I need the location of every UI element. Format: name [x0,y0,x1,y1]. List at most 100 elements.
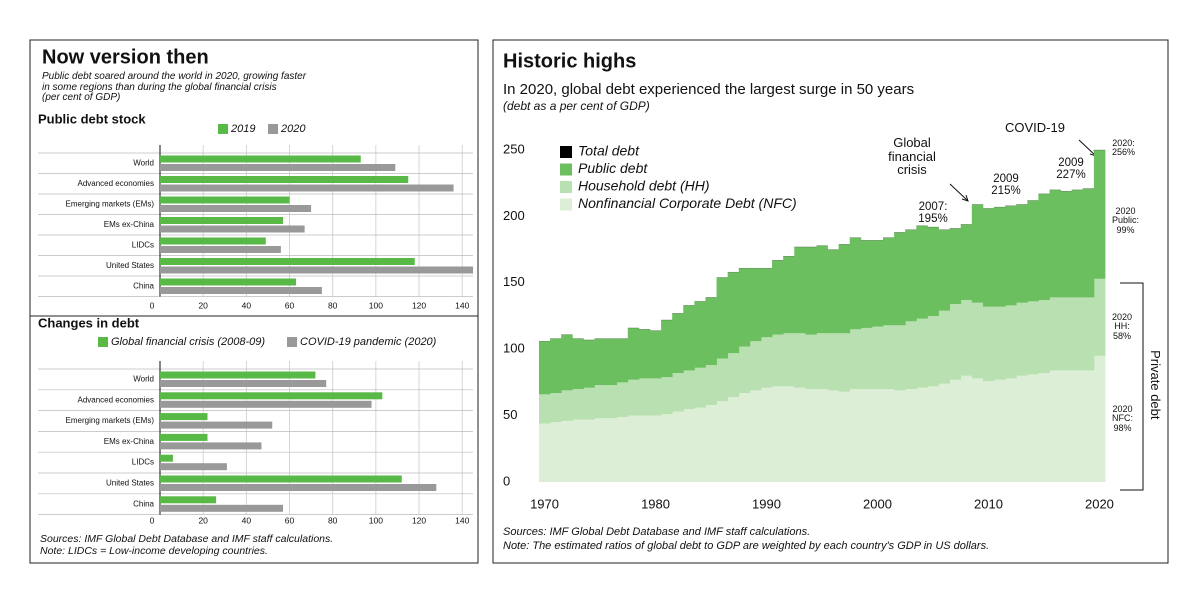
area-step [594,385,606,419]
x-tick-label: 120 [412,300,426,310]
bar [160,205,312,212]
area-step [683,370,695,409]
bar [160,225,305,233]
area-step [860,389,873,482]
area-step [1027,374,1039,482]
area-step [738,268,751,347]
area-step [583,387,595,420]
legend-label: Total debt [578,143,640,159]
area-step [727,272,740,354]
category-label: China [133,499,154,508]
area-step [1060,370,1073,482]
bar [160,504,284,512]
area-step [638,329,651,379]
category-label: LIDCs [132,240,154,249]
area-step [738,393,751,482]
area-step [616,338,629,383]
annotation: 2007: 195% [918,201,948,226]
area-step [994,306,1006,380]
area-step [982,306,995,382]
category-label: United States [106,261,154,270]
area-step [616,416,629,482]
area-step [727,397,740,482]
area-step [894,390,906,482]
x-tick-label: 40 [242,515,252,525]
area-step [938,310,951,384]
area-step [1093,278,1106,356]
right-panel-frame [492,39,1169,564]
category-label: EMs ex-China [104,437,155,446]
area-step [894,232,906,326]
bar [160,196,290,204]
x-tick-label: 2010 [974,496,1003,511]
area-step [661,377,673,415]
area-step [716,277,729,359]
y-tick-label: 0 [503,473,510,488]
area-step [539,394,551,424]
area-step [727,353,740,398]
area-step [1027,301,1039,375]
area-step [894,325,906,391]
area-step [760,337,773,388]
x-tick-label: 0 [150,300,155,310]
area-step [1082,370,1095,482]
annotation: 2020 NFC: 98% [1112,404,1133,433]
area-step [1027,200,1039,302]
legend-label: 2020 [280,123,306,135]
area-step [960,224,973,301]
note: Note: LIDCs = Low-income developing coun… [40,545,268,557]
area-step [1071,297,1084,371]
area-step [550,338,562,394]
y-tick-label: 250 [503,141,525,156]
area-step [572,419,584,482]
arrow [1078,139,1097,157]
area-step [705,404,717,482]
area-step [994,379,1006,482]
annotation: 2009 215% [991,173,1021,198]
area-step [561,420,573,482]
annotation: 2020 Public: 99% [1112,206,1140,235]
area-step [1082,188,1095,298]
left-panel-frame [29,39,479,564]
area-step [960,300,973,376]
area-step [905,229,917,322]
area-step [871,326,884,390]
area-step [883,237,895,326]
area-step [649,415,662,482]
area-step [849,237,862,330]
chart-title: Public debt stock [38,111,146,126]
bar [160,433,208,441]
area-step [760,268,773,338]
area-step [649,378,662,416]
source-note: Note: The estimated ratios of global deb… [503,540,990,552]
area-step [649,330,662,379]
bar [160,475,402,483]
area-step [605,385,618,419]
legend-swatch [560,163,572,176]
x-tick-label: 100 [369,515,383,525]
area-step [1082,297,1095,371]
bar [160,392,383,400]
area-step [971,204,984,303]
area-step [838,333,851,392]
area-step [605,418,618,482]
area-step [1005,305,1017,379]
bar [160,237,266,245]
x-tick-label: 60 [285,300,295,310]
area-step [616,382,629,417]
area-step [1038,193,1050,301]
area-step [772,260,784,335]
area-step [1049,189,1062,298]
area-step [949,304,962,380]
bar [160,442,262,450]
x-tick-label: 1990 [752,496,781,511]
panel-title: Now version then [42,46,209,68]
x-tick-label: 1970 [530,496,559,511]
area-step [794,387,806,482]
area-step [672,313,684,374]
bar [160,496,217,504]
area-step [1016,302,1028,376]
area-step [1005,378,1017,482]
